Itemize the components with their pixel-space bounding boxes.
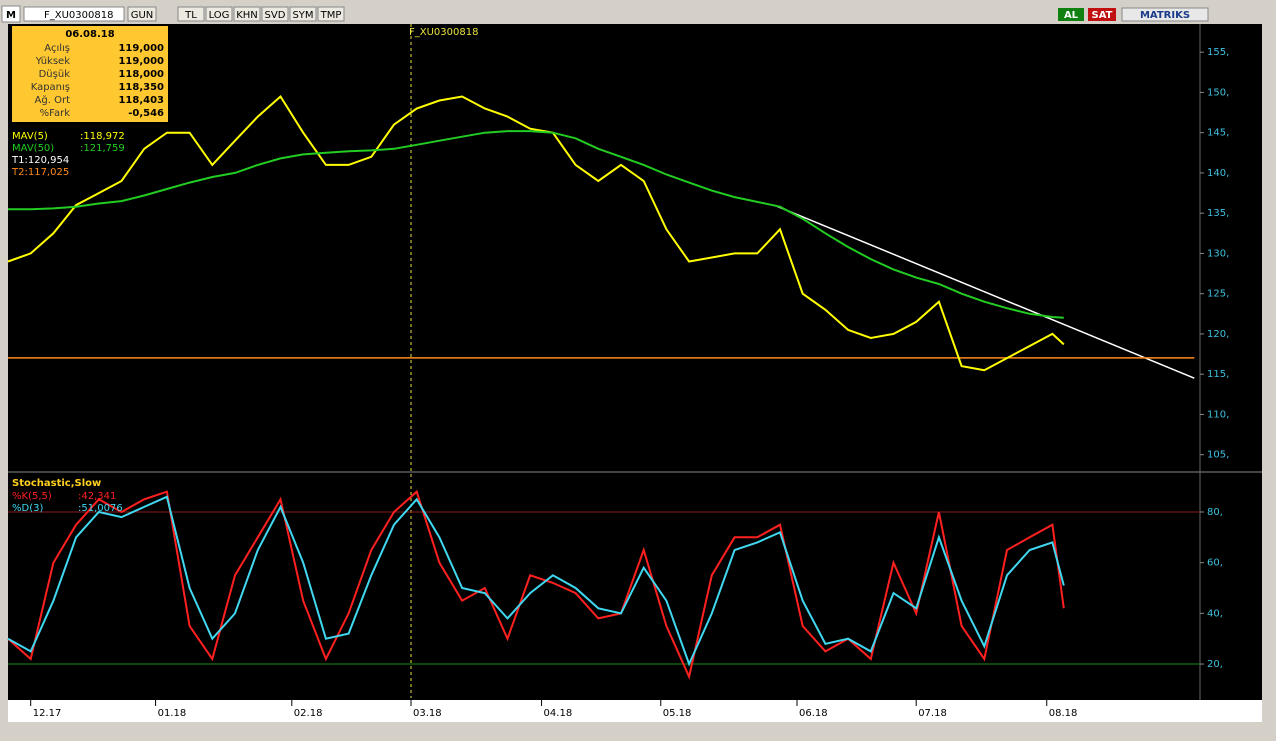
legend-name: MAV(5) [12,131,48,142]
x-tick-label: 12.17 [33,708,62,719]
toolbar-button[interactable] [177,6,205,22]
x-tick-label: 07.18 [918,708,947,719]
sell-button[interactable] [1088,8,1116,21]
toolbar-button[interactable] [289,6,317,22]
y-tick-label: 105, [1207,450,1229,461]
x-tick-label: 01.18 [158,708,187,719]
info-label: Kapanış [31,82,70,93]
y-tick-label: 115, [1207,369,1229,380]
trendline-label: T2:117,025 [11,167,69,178]
toolbar-button-label[interactable]: GUN [131,10,154,21]
x-tick-label: 08.18 [1049,708,1078,719]
toolbar-button[interactable] [261,6,289,22]
y-tick-label: 60, [1207,558,1223,569]
brand-box [1121,7,1209,22]
date-bar [8,700,1262,722]
x-tick-label: 02.18 [294,708,323,719]
info-label: %Fark [40,108,71,119]
y-tick-label: 125, [1207,289,1229,300]
y-tick-label: 145, [1207,128,1229,139]
info-label: Açılış [44,43,70,54]
brand: MATRIKS [1140,10,1190,21]
y-tick-label: 130, [1207,248,1229,259]
sell-label[interactable]: SAT [1092,10,1113,21]
trendline [773,204,1195,379]
info-label: Ağ. Ort [35,94,71,106]
x-tick-label: 06.18 [799,708,828,719]
chart-area [8,24,1262,700]
crosshair-label: F_XU0300818 [409,27,478,38]
y-tick-label: 20, [1207,659,1223,670]
info-value: 118,350 [118,82,164,93]
buy-button[interactable] [1058,8,1084,21]
symbol[interactable]: F_XU0300818 [44,10,113,21]
toolbar-button-label[interactable]: KHN [236,10,258,21]
toolbar-button[interactable] [127,6,157,22]
y-tick-label: 140, [1207,168,1229,179]
toolbar-button-label[interactable]: TL [184,10,197,21]
x-tick-label: 04.18 [544,708,573,719]
toolbar: M F_XU0300818 AL SAT MATRIKS [1,5,1209,23]
series-line [7,94,1065,372]
panel-title: Stochastic,Slow [12,478,101,489]
toolbar-button[interactable] [205,6,233,22]
logo-box [1,5,21,23]
series-line [7,489,1065,680]
y-tick-label: 150, [1207,87,1229,98]
toolbar-button-label[interactable]: TMP [320,10,342,21]
info-label: Düşük [39,69,71,80]
info-value: 118,403 [118,95,164,106]
toolbar-button[interactable] [233,6,261,22]
y-tick-label: 135, [1207,208,1229,219]
info-box [12,26,168,122]
info-date: 06.08.18 [65,29,114,40]
toolbar-button-label[interactable]: SVD [265,10,286,21]
y-tick-label: 80, [1207,507,1223,518]
series-line [8,130,1064,319]
legend-value: :118,972 [80,131,125,142]
series-line [7,495,1065,667]
x-tick-label: 05.18 [663,708,692,719]
toolbar-button[interactable] [317,6,345,22]
info-value: 118,000 [118,69,164,80]
y-tick-label: 40, [1207,608,1223,619]
info-value: 119,000 [118,56,164,67]
info-value: -0,546 [128,108,164,119]
toolbar-button-label[interactable]: SYM [292,10,313,21]
legend-name: MAV(50) [12,143,54,154]
x-tick-label: 03.18 [413,708,442,719]
info-value: 119,000 [118,43,164,54]
buy-label[interactable]: AL [1064,10,1079,21]
symbol-box[interactable] [23,6,125,22]
legend-value: :121,759 [80,143,125,154]
legend-name: %K(5,5) [12,491,52,502]
legend-value: :42,341 [78,491,116,502]
logo: M [6,10,16,21]
y-tick-label: 155, [1207,47,1229,58]
info-label: Yüksek [35,56,70,67]
y-tick-label: 110, [1207,409,1229,420]
trendline-label: T1:120,954 [11,155,69,166]
legend-name: %D(3) [12,503,43,514]
legend-value: :51,0076 [78,503,123,514]
toolbar-button-label[interactable]: LOG [209,10,230,21]
y-tick-label: 120, [1207,329,1229,340]
